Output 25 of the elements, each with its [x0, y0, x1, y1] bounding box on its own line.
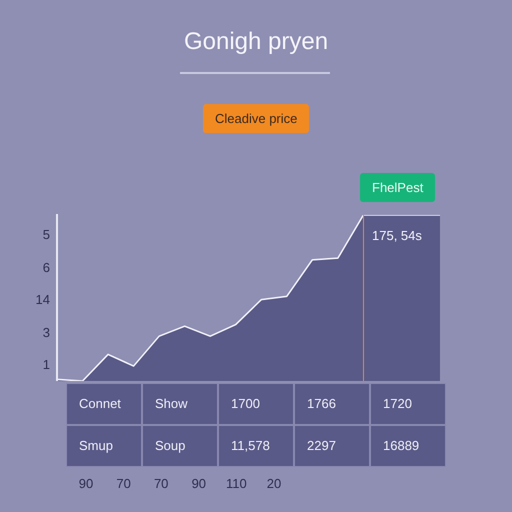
annotation: 175, 54s — [372, 228, 422, 243]
text: 1 — [42, 357, 50, 372]
text: 90 — [190, 476, 208, 491]
text: 11,578 — [218, 425, 294, 467]
text: 1720 — [370, 383, 446, 425]
text: 2297 — [294, 425, 370, 467]
text: Show — [142, 383, 218, 425]
text: 20 — [266, 476, 282, 491]
text: Cleadive price — [203, 104, 310, 133]
text: 70 — [115, 476, 132, 491]
text: 3 — [42, 324, 50, 340]
text: 14 — [34, 292, 50, 308]
text: 16889 — [370, 425, 446, 467]
text: 1766 — [294, 383, 370, 425]
text: Smup — [66, 425, 142, 467]
text: 70 — [152, 476, 170, 491]
text: 90 — [78, 476, 94, 491]
text: 6 — [42, 260, 50, 275]
text: Soup — [142, 425, 218, 467]
text: Connet — [66, 383, 142, 425]
text: FhelPest — [360, 173, 436, 202]
text: 110 — [225, 476, 248, 491]
chart-title: Gonigh pryen — [182, 28, 330, 56]
text: 5 — [42, 227, 50, 242]
text: 1700 — [218, 383, 294, 425]
